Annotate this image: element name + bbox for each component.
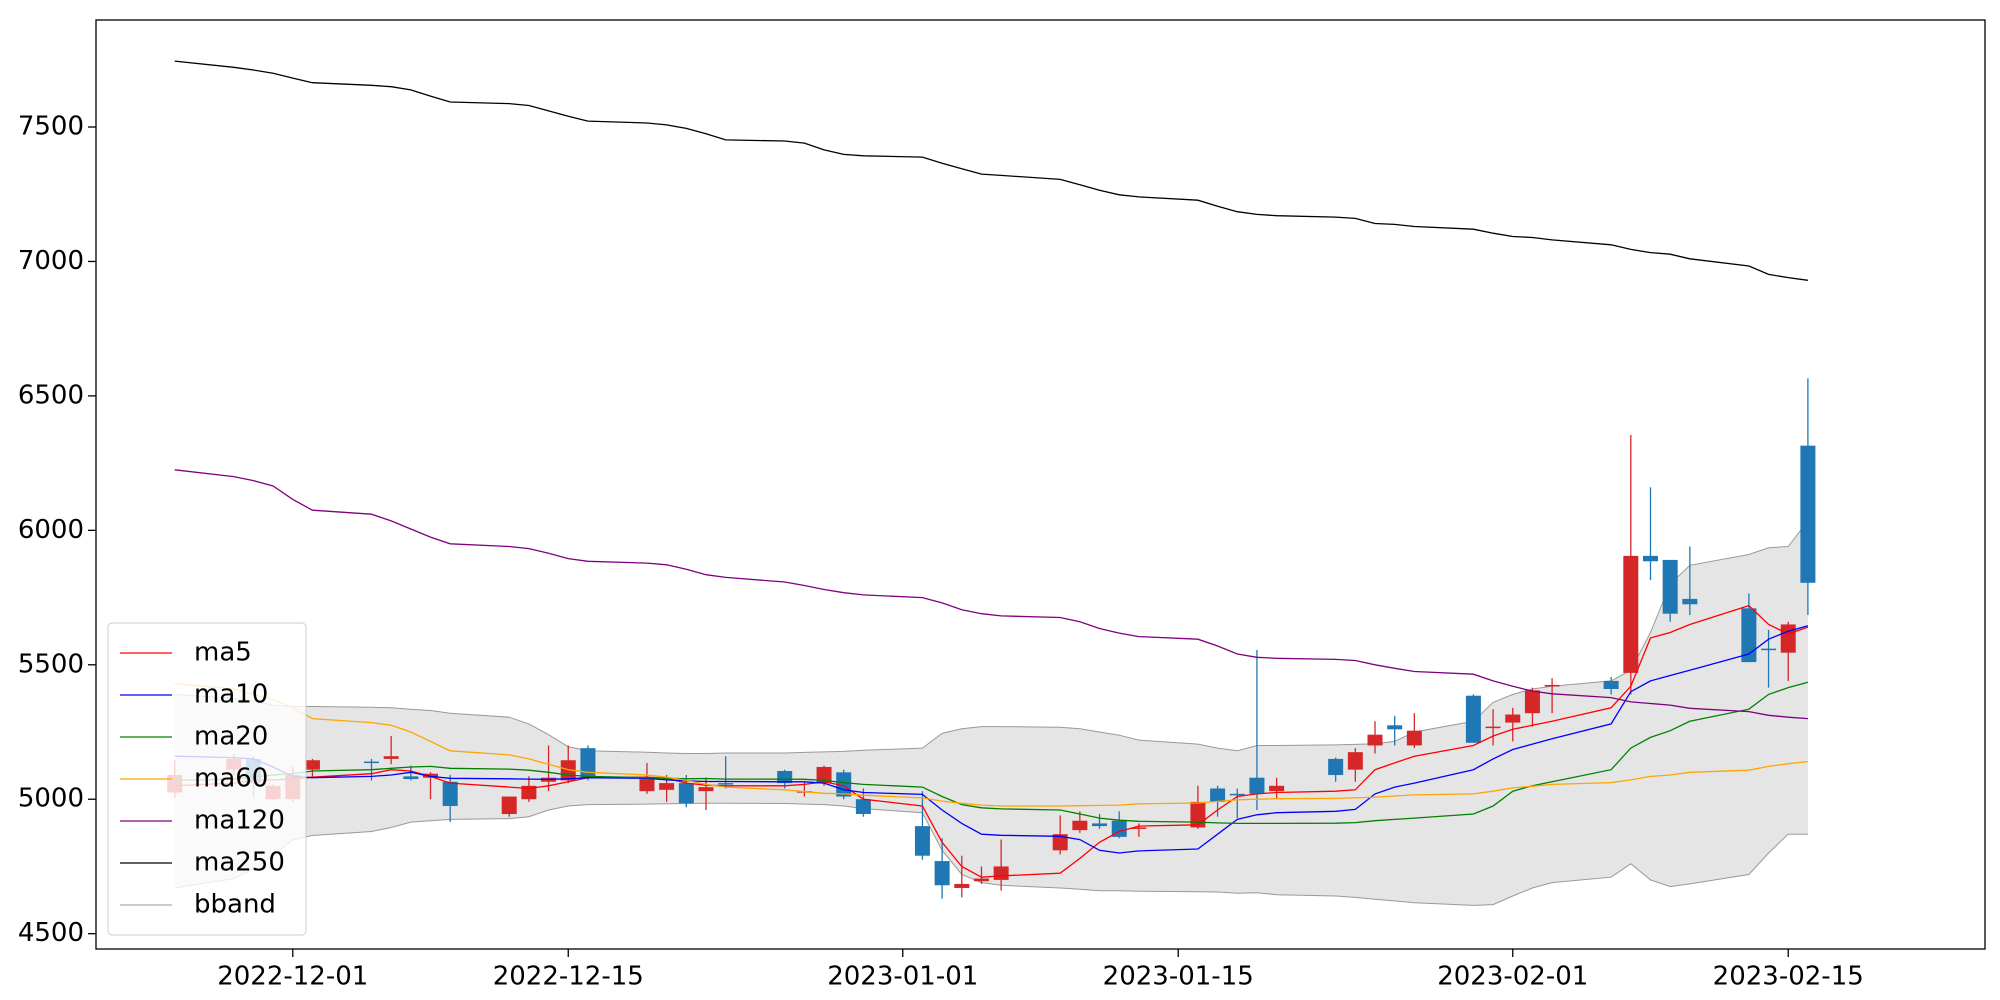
plot-area xyxy=(167,60,1816,906)
candle-body xyxy=(698,787,714,792)
candle-body xyxy=(1741,608,1757,663)
legend-label: ma5 xyxy=(194,638,252,668)
candle-body xyxy=(777,770,793,784)
candle-body xyxy=(1052,834,1068,851)
x-tick-label: 2023-01-15 xyxy=(1103,962,1254,992)
candle-body xyxy=(993,866,1009,880)
candle-body xyxy=(1544,684,1560,687)
candle-body xyxy=(1505,714,1521,723)
candle-body xyxy=(1465,695,1481,743)
legend-label: ma60 xyxy=(194,764,268,794)
candle-body xyxy=(1682,598,1698,605)
x-tick-label: 2023-01-01 xyxy=(827,962,978,992)
candle-body xyxy=(1347,752,1363,770)
candle-body xyxy=(403,776,419,780)
y-tick-label: 6500 xyxy=(18,380,84,410)
candle-body xyxy=(1662,559,1678,614)
candle-body xyxy=(1190,801,1206,828)
ma-line xyxy=(174,60,1808,281)
candle-body xyxy=(1072,820,1088,831)
band-upper xyxy=(174,520,1809,754)
y-tick-label: 6000 xyxy=(18,515,84,545)
y-tick-label: 5000 xyxy=(18,784,84,814)
candle-body xyxy=(423,773,439,778)
candle-body xyxy=(1406,730,1422,746)
candle-body xyxy=(973,878,989,882)
ma-line xyxy=(174,681,1809,825)
candle-body xyxy=(580,748,596,778)
candle-body xyxy=(1387,725,1403,730)
candle-body xyxy=(521,785,537,800)
x-tick-label: 2022-12-15 xyxy=(493,962,644,992)
x-tick-label: 2023-02-01 xyxy=(1437,962,1588,992)
legend-label: ma20 xyxy=(194,722,268,752)
candle-body xyxy=(1623,555,1639,673)
candle-body xyxy=(304,760,320,770)
candle-body xyxy=(383,756,399,759)
y-tick-label: 7000 xyxy=(18,246,84,276)
band-lower xyxy=(174,802,1808,906)
candle-body xyxy=(718,783,734,785)
candle-body xyxy=(1092,823,1108,827)
candle-body xyxy=(855,799,871,815)
legend: ma5 ma10 ma20 ma60 ma120 ma250 bband xyxy=(107,622,307,936)
candle-body xyxy=(1328,758,1344,776)
candle-body xyxy=(1780,624,1796,653)
candle-body xyxy=(934,861,950,886)
ma-line xyxy=(174,625,1809,854)
candle-body xyxy=(363,761,379,764)
candle-body xyxy=(1249,777,1265,794)
legend-label: ma250 xyxy=(194,848,285,878)
y-tick-label: 7500 xyxy=(18,112,84,142)
candle-body xyxy=(1642,555,1658,562)
candle-body xyxy=(1269,785,1285,792)
ma-line xyxy=(174,682,1808,807)
candle-body xyxy=(639,779,655,792)
candle-body xyxy=(954,883,970,888)
candle-body xyxy=(1800,445,1816,583)
y-tick-label: 5500 xyxy=(18,649,84,679)
candle-body xyxy=(442,781,458,806)
legend-label: ma120 xyxy=(194,806,285,836)
axes: 4500 5000 5500 6000 6500 7000 7500 2022-12-01 20… xyxy=(18,112,1864,992)
candle-body xyxy=(816,766,832,784)
candle-body xyxy=(1131,827,1147,829)
candle-body xyxy=(1485,726,1501,729)
candle-body xyxy=(678,783,694,804)
candle-body xyxy=(1229,793,1245,796)
candle-body xyxy=(1761,648,1777,651)
ma-line xyxy=(174,469,1808,720)
y-tick-label: 4500 xyxy=(18,918,84,948)
candle-body xyxy=(1367,734,1383,746)
x-tick-label: 2023-02-15 xyxy=(1713,962,1864,992)
candle-body xyxy=(1524,690,1540,714)
candle-body xyxy=(1210,788,1226,802)
x-tick-label: 2022-12-01 xyxy=(217,962,368,992)
legend-label: bband xyxy=(194,890,276,920)
band-area xyxy=(174,520,1808,906)
ma-line xyxy=(174,604,1809,878)
axes-frame xyxy=(95,19,1986,950)
candle-body xyxy=(659,783,675,790)
candle-body xyxy=(501,796,517,815)
legend-box xyxy=(107,622,307,936)
candle-body xyxy=(1603,680,1619,689)
candle-body xyxy=(914,826,930,856)
legend-label: ma10 xyxy=(194,680,268,710)
